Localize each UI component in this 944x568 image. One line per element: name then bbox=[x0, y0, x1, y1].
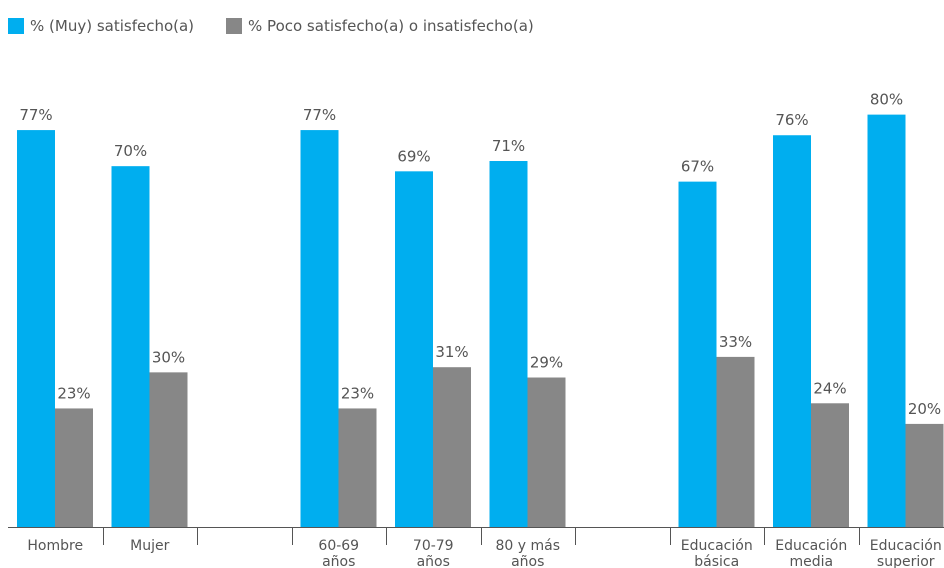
data-label-unsatisfied: 31% bbox=[435, 343, 468, 361]
data-label-satisfied: 77% bbox=[19, 106, 52, 124]
bar-unsatisfied bbox=[433, 367, 471, 527]
category-label: media bbox=[789, 554, 833, 568]
legend-swatch-satisfied bbox=[8, 18, 24, 34]
bar-satisfied bbox=[773, 135, 811, 527]
data-label-satisfied: 77% bbox=[303, 106, 336, 124]
legend-label-unsatisfied: % Poco satisfecho(a) o insatisfecho(a) bbox=[248, 17, 534, 35]
category-label: Educación bbox=[775, 538, 847, 554]
data-label-satisfied: 67% bbox=[681, 158, 714, 176]
bar-satisfied bbox=[111, 166, 150, 527]
bar-satisfied bbox=[489, 161, 528, 527]
category-label: 60-69 bbox=[318, 538, 359, 554]
category-label: años bbox=[417, 554, 450, 568]
data-label-unsatisfied: 23% bbox=[341, 384, 374, 402]
category-label: Mujer bbox=[130, 538, 169, 554]
category-label: años bbox=[511, 554, 544, 568]
category-label: 70-79 bbox=[413, 538, 454, 554]
bar-unsatisfied bbox=[149, 372, 188, 527]
data-label-unsatisfied: 24% bbox=[813, 379, 846, 397]
bar-unsatisfied bbox=[338, 408, 377, 527]
data-label-satisfied: 71% bbox=[492, 137, 525, 155]
data-label-unsatisfied: 20% bbox=[908, 400, 941, 418]
data-label-unsatisfied: 33% bbox=[719, 333, 752, 351]
category-label: Educación bbox=[870, 538, 942, 554]
bar-satisfied bbox=[678, 181, 717, 527]
data-label-satisfied: 80% bbox=[870, 91, 903, 109]
legend: % (Muy) satisfecho(a) % Poco satisfecho(… bbox=[8, 14, 566, 38]
bar-unsatisfied bbox=[811, 403, 849, 527]
data-label-satisfied: 70% bbox=[114, 142, 147, 160]
category-label: años bbox=[322, 554, 355, 568]
bar-unsatisfied bbox=[55, 408, 93, 527]
category-label: básica bbox=[694, 554, 739, 568]
data-label-unsatisfied: 30% bbox=[152, 348, 185, 366]
legend-item-unsatisfied: % Poco satisfecho(a) o insatisfecho(a) bbox=[226, 17, 534, 35]
data-label-satisfied: 76% bbox=[775, 111, 808, 129]
data-label-unsatisfied: 23% bbox=[57, 384, 90, 402]
legend-label-satisfied: % (Muy) satisfecho(a) bbox=[30, 17, 195, 35]
category-label: Hombre bbox=[27, 538, 83, 554]
bar-satisfied bbox=[867, 114, 906, 527]
bar-unsatisfied bbox=[527, 377, 566, 527]
bar-unsatisfied bbox=[905, 423, 944, 527]
category-label: 80 y más bbox=[495, 538, 560, 554]
bar-unsatisfied bbox=[716, 356, 755, 527]
bar-satisfied bbox=[17, 130, 55, 528]
category-label: Educación bbox=[681, 538, 753, 554]
data-label-unsatisfied: 29% bbox=[530, 354, 563, 372]
data-label-satisfied: 69% bbox=[397, 147, 430, 165]
legend-swatch-unsatisfied bbox=[226, 18, 243, 34]
bar-satisfied bbox=[395, 171, 433, 528]
legend-item-satisfied: % (Muy) satisfecho(a) bbox=[8, 17, 194, 35]
category-label: superior bbox=[877, 554, 935, 568]
bar-satisfied bbox=[300, 130, 339, 528]
